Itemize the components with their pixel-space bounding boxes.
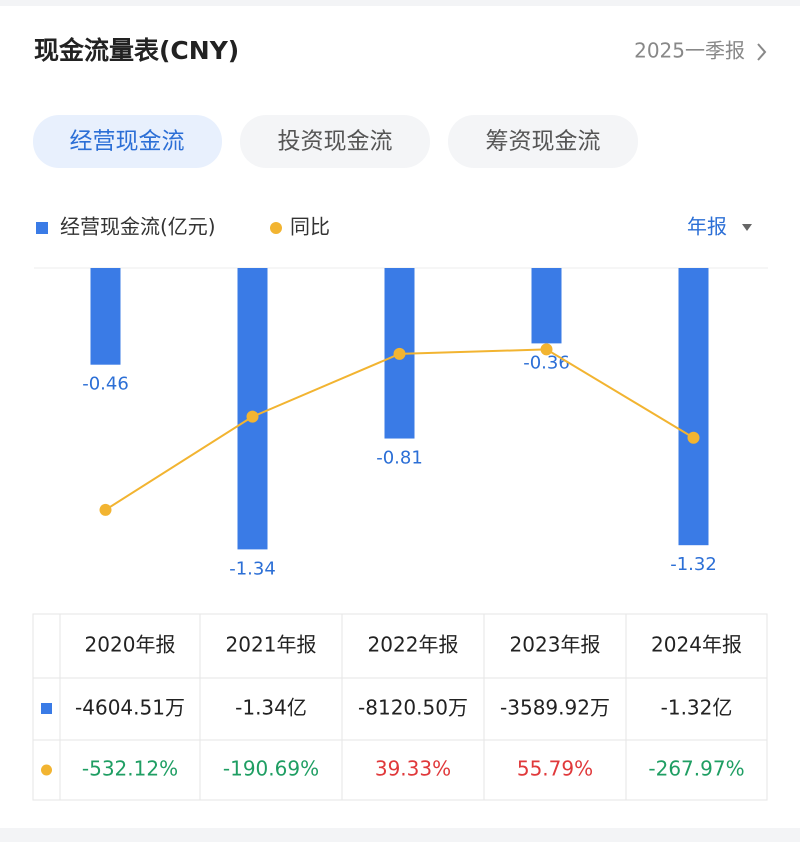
table-cell: 55.79% — [517, 757, 593, 781]
table-cell: -1.34亿 — [235, 696, 307, 720]
tab-bg[interactable] — [240, 115, 430, 168]
table-cell: -190.69% — [223, 757, 319, 781]
table-header: 2023年报 — [510, 633, 601, 657]
row-marker — [41, 764, 52, 776]
bar — [678, 268, 709, 546]
tab-bg[interactable] — [33, 115, 222, 168]
table-cell: -3589.92万 — [500, 696, 610, 720]
tab[interactable]: 筹资现金流 — [486, 129, 601, 155]
line-point — [540, 343, 553, 356]
table-header: 2024年报 — [651, 633, 742, 657]
table-header: 2021年报 — [226, 633, 317, 657]
line-point — [393, 347, 406, 360]
legend-marker — [270, 222, 282, 234]
table-cell: -267.97% — [648, 757, 744, 781]
legend-marker — [36, 222, 48, 234]
data-label: -1.34 — [229, 558, 276, 579]
bar — [237, 268, 268, 550]
row-marker — [41, 703, 52, 714]
table-cell: -8120.50万 — [358, 696, 468, 720]
top-band — [0, 0, 800, 6]
table-cell: -1.32亿 — [661, 696, 733, 720]
table-cell: 39.33% — [375, 757, 451, 781]
dropdown-arrow[interactable] — [742, 224, 752, 231]
table-header: 2020年报 — [85, 633, 176, 657]
period-selector[interactable]: 年报 — [687, 215, 727, 239]
table-cell: -4604.51万 — [75, 696, 185, 720]
line-point — [246, 410, 259, 423]
data-label: -1.32 — [670, 554, 717, 575]
data-label: -0.46 — [82, 374, 129, 395]
period-link[interactable]: 2025一季报 — [634, 39, 745, 63]
card-title: 现金流量表(CNY) — [34, 36, 239, 65]
data-label: -0.81 — [376, 448, 423, 469]
bottom-band — [0, 828, 800, 842]
table-header: 2022年报 — [368, 633, 459, 657]
table-cell: -532.12% — [82, 757, 178, 781]
chevron[interactable] — [757, 43, 767, 61]
tab[interactable]: 经营现金流 — [70, 129, 185, 155]
line-point — [99, 503, 112, 516]
bar — [531, 268, 562, 344]
line-point — [687, 431, 700, 444]
data-label: -0.36 — [523, 352, 570, 373]
tab-bg[interactable] — [448, 115, 638, 168]
legend-label: 同比 — [290, 215, 330, 239]
tab[interactable]: 投资现金流 — [278, 129, 393, 155]
legend-label: 经营现金流(亿元) — [60, 215, 216, 239]
bar — [90, 268, 121, 365]
table-frame — [32, 613, 768, 801]
